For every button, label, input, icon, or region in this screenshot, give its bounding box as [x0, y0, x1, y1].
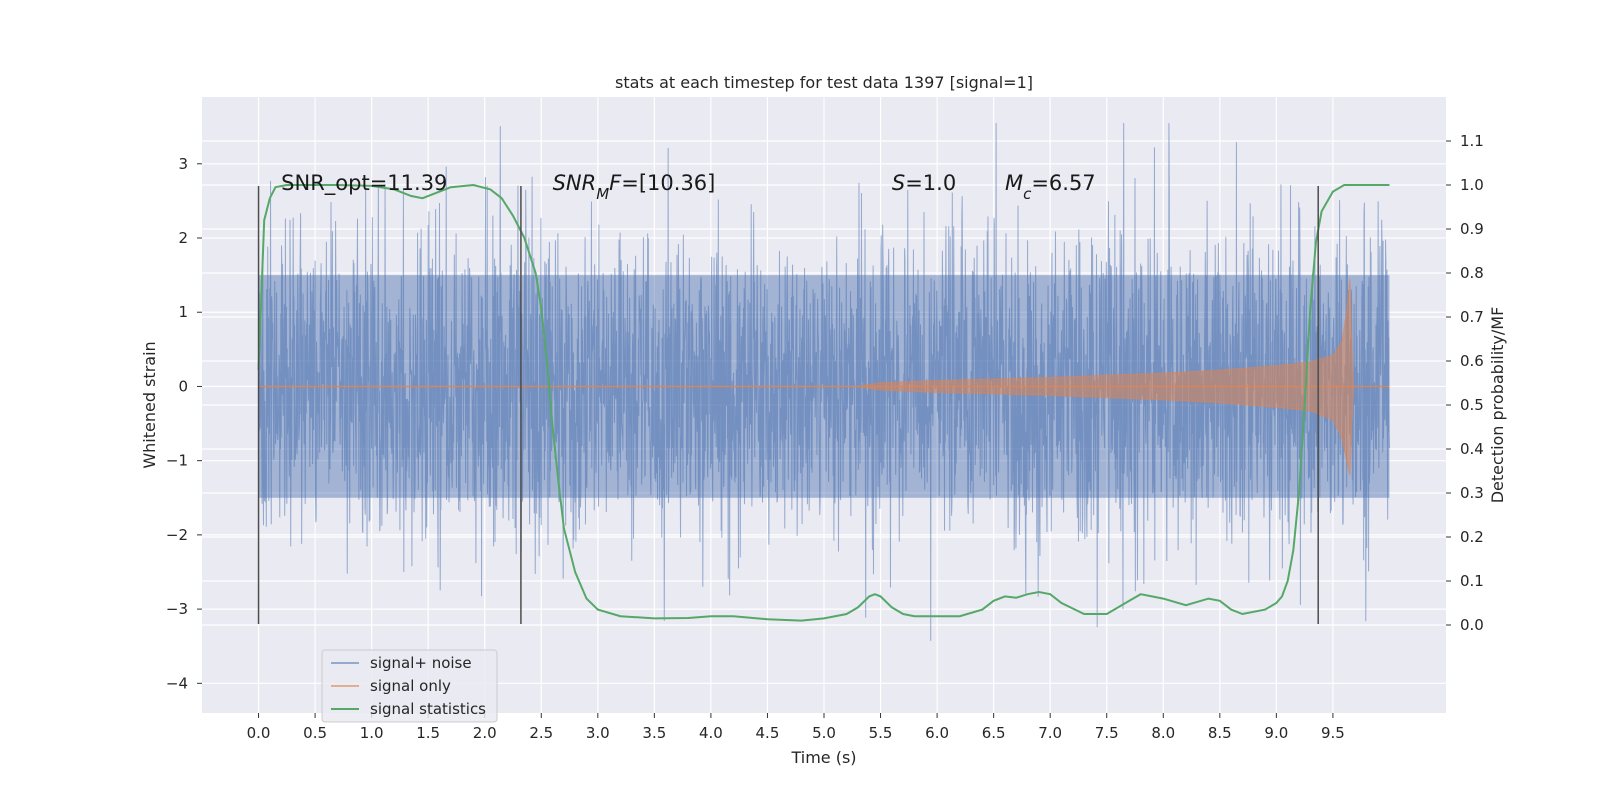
annotations: SNR_opt=11.39 SNRMF=[10.36] S=1.0 Mc=6.57 [281, 171, 1096, 203]
y2-tick-label: 0.6 [1460, 352, 1484, 370]
tick-labels: 0.0 0.5 1.0 1.5 2.0 2.5 3.0 3.5 4.0 4.5 5.0 5.5 6.0 6… [166, 132, 1484, 742]
legend-label-signal-statistics: signal statistics [370, 700, 486, 718]
legend: signal+ noise signal only signal statist… [321, 649, 498, 723]
x-tick-label: 2.0 [473, 724, 497, 742]
x-tick-label: 5.5 [869, 724, 893, 742]
x-tick-label: 8.5 [1208, 724, 1232, 742]
y2-tick-label: 0.0 [1460, 616, 1484, 634]
x-tick-label: 4.5 [756, 724, 780, 742]
x-tick-label: 3.0 [586, 724, 610, 742]
y2-tick-label: 0.9 [1460, 220, 1484, 238]
x-tick-label: 5.0 [812, 724, 836, 742]
annotation-1: SNRMF=[10.36] [553, 171, 716, 203]
x-tick-label: 9.5 [1321, 724, 1345, 742]
annotation-3: Mc=6.57 [1005, 171, 1096, 203]
y-axis-label: Whitened strain [140, 341, 159, 468]
y2-axis-label: Detection probability/MF [1488, 307, 1507, 504]
y2-tick-label: 0.1 [1460, 572, 1484, 590]
y-tick-label: 3 [178, 155, 188, 173]
x-tick-label: 3.5 [642, 724, 666, 742]
y2-tick-label: 0.4 [1460, 440, 1484, 458]
annotation-2: S=1.0 [892, 171, 956, 195]
y-tick-label: 1 [178, 303, 188, 321]
x-tick-label: 4.0 [699, 724, 723, 742]
x-axis-label: Time (s) [790, 748, 856, 767]
x-tick-label: 1.0 [360, 724, 384, 742]
x-tick-label: 2.5 [529, 724, 553, 742]
y2-tick-label: 1.0 [1460, 176, 1484, 194]
series-signal-statistics [257, 183, 1390, 622]
signal-envelope [258, 278, 1390, 476]
x-tick-label: 0.0 [247, 724, 271, 742]
y2-tick-label: 0.3 [1460, 484, 1484, 502]
series-signal-only [258, 278, 1390, 476]
legend-box [321, 649, 498, 723]
vertical-markers [257, 186, 1319, 624]
y-tick-label: −2 [166, 526, 188, 544]
noise-trace [258, 122, 1390, 641]
chart-title: stats at each timestep for test data 139… [615, 73, 1033, 92]
x-tick-label: 8.0 [1151, 724, 1175, 742]
y2-tick-label: 0.8 [1460, 264, 1484, 282]
x-tick-label: 7.5 [1095, 724, 1119, 742]
x-tick-label: 9.0 [1264, 724, 1288, 742]
statistics-line [257, 183, 1390, 622]
y-tick-label: 0 [178, 377, 188, 395]
x-tick-label: 7.0 [1038, 724, 1062, 742]
y2-tick-label: 1.1 [1460, 132, 1484, 150]
y2-tick-label: 0.5 [1460, 396, 1484, 414]
x-tick-label: 6.5 [982, 724, 1006, 742]
x-tick-label: 6.0 [925, 724, 949, 742]
x-tick-label: 0.5 [303, 724, 327, 742]
y-tick-label: 2 [178, 229, 188, 247]
legend-label-signal-only: signal only [370, 677, 451, 695]
annotation-0: SNR_opt=11.39 [281, 171, 447, 196]
y-tick-label: −3 [166, 600, 188, 618]
y-tick-label: −1 [166, 452, 188, 470]
legend-label-signal-noise: signal+ noise [370, 654, 472, 672]
x-tick-label: 1.5 [416, 724, 440, 742]
y-tick-label: −4 [166, 674, 188, 692]
y2-tick-label: 0.2 [1460, 528, 1484, 546]
y2-tick-label: 0.7 [1460, 308, 1484, 326]
